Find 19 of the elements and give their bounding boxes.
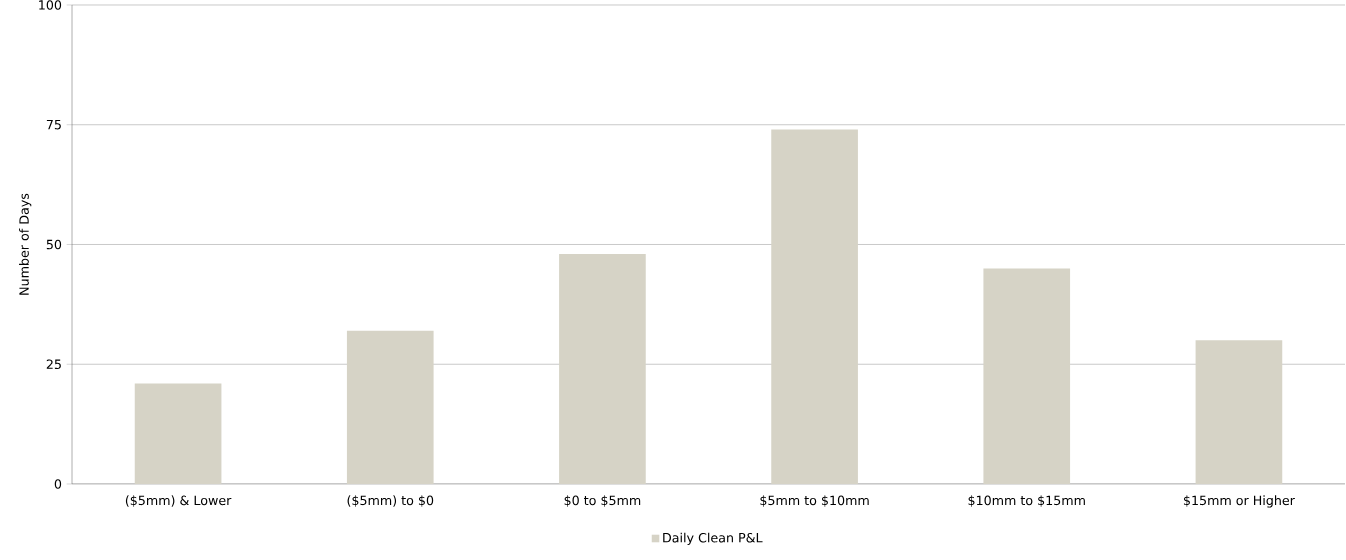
y-tick-label: 50 — [46, 239, 62, 250]
bar — [983, 268, 1071, 484]
y-tick-label: 75 — [46, 120, 61, 130]
bar — [134, 383, 222, 484]
x-tick-label: ($5mm) & Lower — [125, 495, 232, 507]
y-tick-label: 0 — [54, 479, 62, 489]
bar — [771, 129, 858, 484]
x-tick-label: $5mm to $10mm — [760, 495, 869, 507]
y-tick-label: 100 — [39, 0, 62, 10]
x-tick-label: $0 to $5mm — [564, 495, 641, 507]
bar — [559, 254, 646, 484]
x-tick-label: $15mm or Higher — [1183, 495, 1295, 508]
x-tick-label: $10mm to $15mm — [968, 495, 1085, 507]
y-tick-label: 25 — [46, 359, 61, 370]
bar — [1195, 340, 1283, 484]
legend-label: Daily Clean P&L — [663, 532, 763, 545]
y-axis-title: Number of Days — [19, 193, 32, 295]
x-tick-label: ($5mm) to $0 — [347, 495, 434, 507]
bar — [346, 330, 434, 484]
